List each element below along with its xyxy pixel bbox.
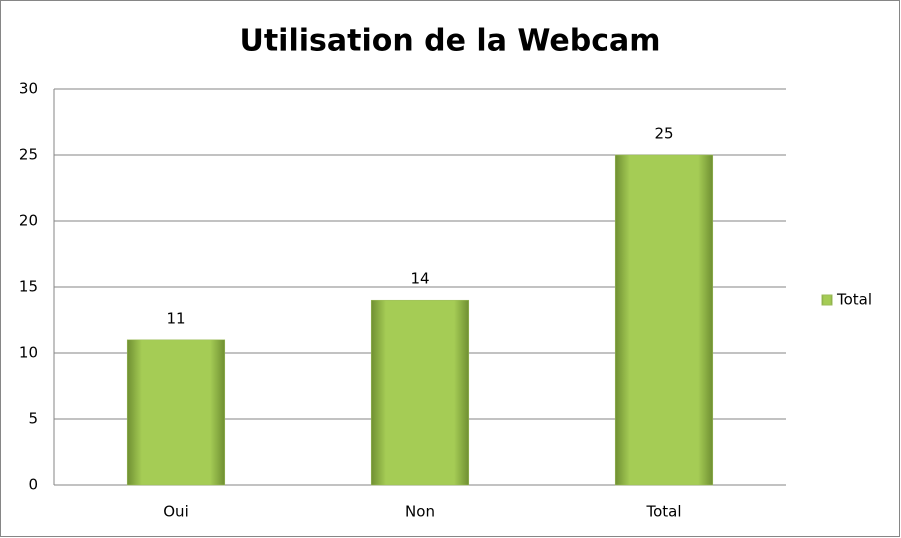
- bar: [126, 339, 226, 486]
- y-tick-label: 30: [19, 80, 38, 98]
- legend-label: Total: [836, 291, 872, 309]
- y-tick-label: 15: [19, 278, 38, 296]
- data-label: 14: [410, 270, 429, 288]
- y-tick-label: 25: [19, 146, 38, 164]
- x-tick-label: Total: [645, 503, 681, 521]
- chart-title: Utilisation de la Webcam: [239, 24, 660, 59]
- legend-swatch: [821, 294, 833, 306]
- bar: [614, 154, 714, 486]
- x-tick-label: Oui: [163, 503, 188, 521]
- data-label: 25: [654, 125, 673, 143]
- y-tick-label: 0: [28, 476, 38, 494]
- y-tick-label: 10: [19, 344, 38, 362]
- x-tick-label: Non: [405, 503, 435, 521]
- data-label: 11: [166, 309, 185, 327]
- bar: [370, 299, 470, 486]
- y-tick-label: 5: [28, 410, 38, 428]
- y-tick-label: 20: [19, 212, 38, 230]
